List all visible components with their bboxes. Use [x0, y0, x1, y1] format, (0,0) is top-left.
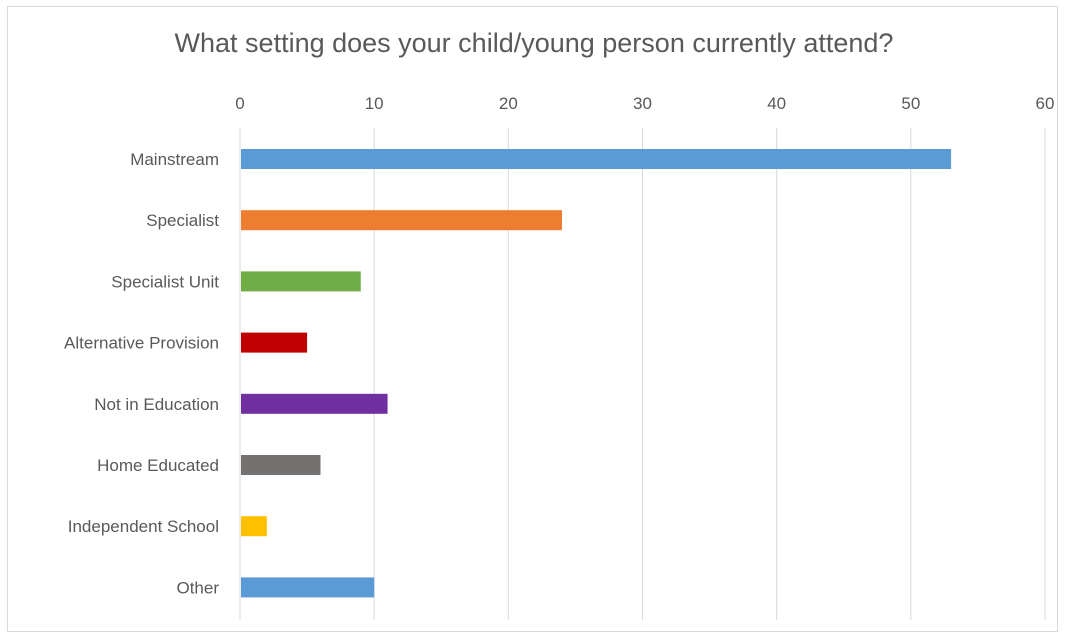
category-label: Home Educated	[97, 456, 219, 475]
x-tick-label: 60	[1036, 94, 1055, 113]
bar-alternative-provision	[241, 332, 308, 353]
category-label: Not in Education	[94, 395, 219, 414]
x-tick-label: 20	[499, 94, 518, 113]
category-label: Specialist Unit	[111, 272, 219, 291]
x-tick-label: 0	[235, 94, 244, 113]
category-label: Alternative Provision	[64, 334, 219, 353]
y-axis-categories: Mainstream Specialist Specialist Unit Alter…	[64, 150, 219, 597]
bar-not-in-education	[241, 393, 388, 414]
chart-title: What setting does your child/young perso…	[174, 28, 894, 58]
x-axis-ticks: 0 10 20 30 40 50 60	[235, 94, 1054, 113]
bar-home-educated	[241, 455, 321, 475]
x-tick-label: 10	[365, 94, 384, 113]
bar-specialist	[241, 210, 562, 231]
category-label: Mainstream	[130, 150, 219, 169]
category-label: Other	[176, 578, 219, 597]
x-tick-label: 30	[633, 94, 652, 113]
chart-frame	[7, 6, 1058, 632]
gridlines	[239, 128, 1046, 620]
x-tick-label: 50	[901, 94, 920, 113]
bar-independent-school	[241, 516, 267, 537]
x-tick-label: 40	[767, 94, 786, 113]
bar-mainstream	[241, 149, 952, 169]
bars	[241, 149, 952, 598]
bar-other	[241, 577, 375, 598]
category-label: Independent School	[68, 517, 219, 536]
category-label: Specialist	[146, 211, 219, 230]
bar-specialist-unit	[241, 271, 361, 292]
